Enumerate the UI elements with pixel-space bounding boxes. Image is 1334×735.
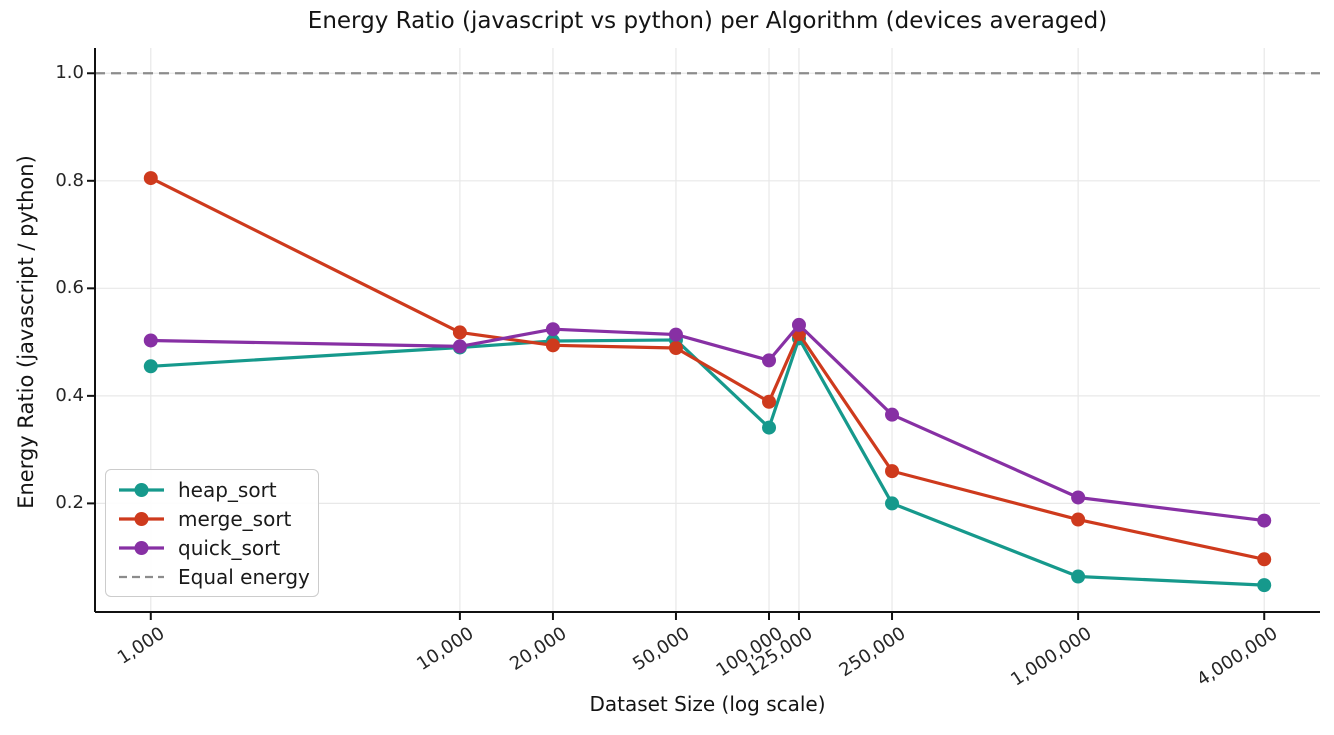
- x-axis-label: Dataset Size (log scale): [589, 692, 826, 716]
- data-point-heap_sort: [885, 496, 900, 511]
- chart-title: Energy Ratio (javascript vs python) per …: [307, 8, 1108, 34]
- legend-label: Equal energy: [178, 564, 310, 589]
- y-tick-label: 1.0: [55, 62, 84, 84]
- data-point-quick_sort: [762, 353, 777, 368]
- data-point-merge_sort: [1071, 512, 1086, 527]
- data-point-merge_sort: [885, 464, 900, 479]
- y-tick-label: 0.6: [55, 277, 84, 299]
- data-point-quick_sort: [545, 322, 560, 337]
- data-point-merge_sort: [1257, 552, 1272, 567]
- data-point-quick_sort: [1257, 513, 1272, 528]
- data-point-merge_sort: [762, 394, 777, 409]
- legend-line-marker-icon: [119, 511, 164, 526]
- data-point-heap_sort: [143, 359, 158, 374]
- data-point-quick_sort: [791, 317, 806, 332]
- data-point-merge_sort: [143, 171, 158, 186]
- legend-label: merge_sort: [178, 506, 292, 531]
- data-point-heap_sort: [762, 420, 777, 435]
- legend-item: Equal energy: [118, 562, 312, 591]
- data-point-merge_sort: [452, 325, 467, 340]
- data-point-quick_sort: [143, 333, 158, 348]
- data-point-quick_sort: [885, 407, 900, 422]
- legend: heap_sort merge_sort quick_sort Equal energ…: [105, 469, 319, 597]
- legend-label: heap_sort: [178, 477, 277, 502]
- legend-line-marker-icon: [119, 482, 164, 497]
- legend-line-marker-icon: [119, 540, 164, 555]
- data-point-heap_sort: [1071, 569, 1086, 584]
- legend-label: quick_sort: [178, 535, 281, 560]
- data-point-merge_sort: [545, 338, 560, 353]
- data-point-quick_sort: [668, 327, 683, 342]
- data-point-quick_sort: [1071, 490, 1086, 505]
- data-point-merge_sort: [668, 341, 683, 356]
- legend-dashed-line-icon: [119, 575, 164, 578]
- legend-item: quick_sort: [118, 533, 312, 562]
- legend-item: merge_sort: [118, 504, 312, 533]
- data-point-quick_sort: [452, 339, 467, 354]
- legend-item: heap_sort: [118, 475, 312, 504]
- data-point-heap_sort: [1257, 578, 1272, 593]
- y-tick-label: 0.2: [55, 492, 84, 514]
- y-axis-label: Energy Ratio (javascript / python): [14, 155, 38, 509]
- y-tick-label: 0.8: [55, 169, 84, 191]
- y-tick-label: 0.4: [55, 384, 84, 406]
